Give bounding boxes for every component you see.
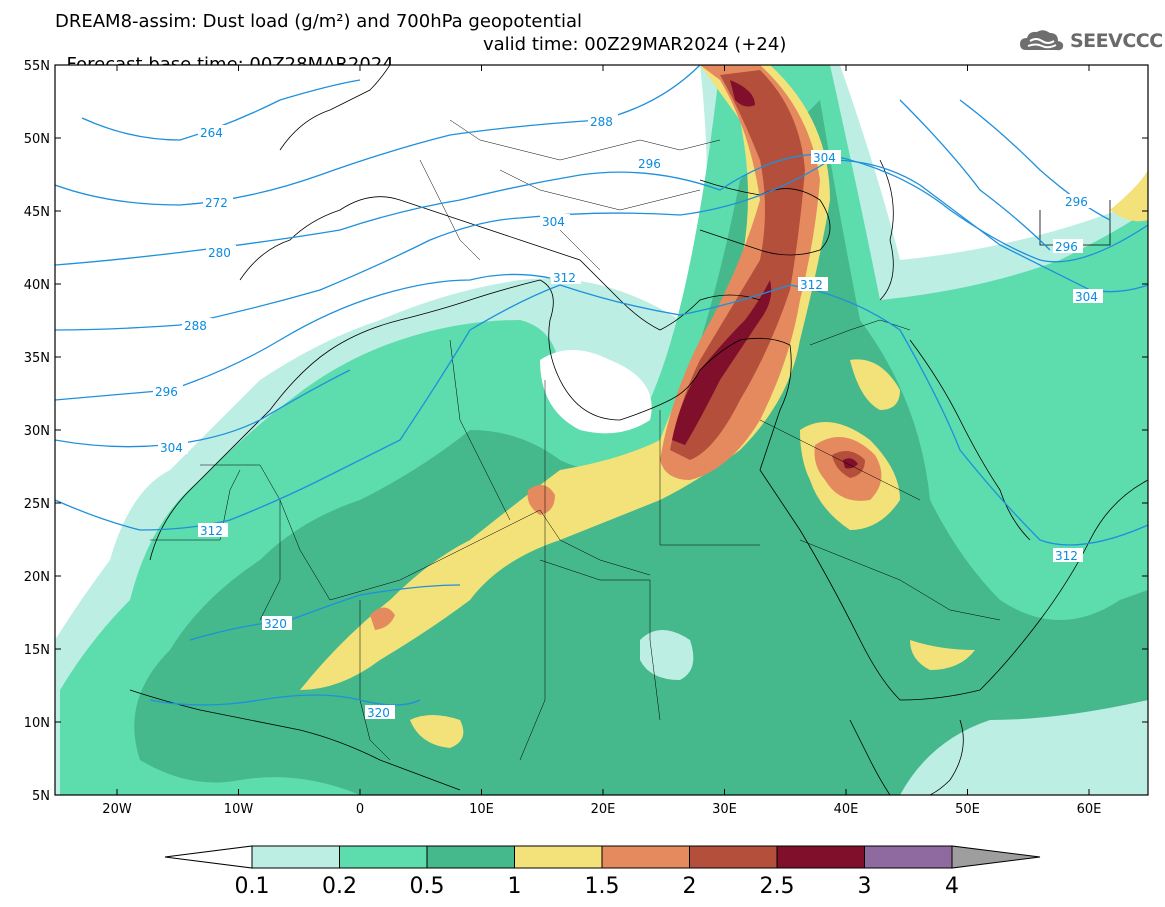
lon-tick-label: 20W [102,802,132,817]
colorbar-over-arrow [951,845,1041,869]
cloud-icon [1020,30,1064,51]
lat-tick-label: 10N [24,716,50,731]
valid-time: valid time: 00Z29MAR2024 (+24) [483,34,787,55]
colorbar-segment [864,845,953,869]
lon-tick-label: 20E [591,802,616,817]
geopotential-label: 288 [590,115,613,129]
colorbar-segment [251,845,340,869]
dust-level-1 [1110,170,1148,222]
colorbar-label: 0.1 [235,874,270,899]
geopotential-label: 296 [1065,195,1088,209]
lon-tick-label: 10E [469,802,494,817]
lat-tick-label: 30N [24,424,50,439]
colorbar-label: 4 [945,874,959,899]
colorbar-label: 3 [858,874,872,899]
geopotential-label: 296 [155,385,178,399]
lon-tick-label: 0 [356,802,364,817]
dust-shading [55,65,1148,795]
lat-tick-label: 45N [24,205,50,220]
geopotential-label: 280 [208,246,231,260]
colorbar-label: 2 [683,874,697,899]
dust-level-1 [910,640,975,670]
map-title: DREAM8-assim: Dust load (g/m²) and 700hP… [55,11,582,32]
lat-tick-label: 40N [24,278,50,293]
lat-tick-label: 25N [24,497,50,512]
dust-level-2.5 [672,280,772,445]
colorbar-segment [426,845,515,869]
country-borders [150,119,1001,761]
geopotential-label: 288 [184,319,207,333]
geopotential-label: 304 [813,151,836,165]
geopotential-label: 312 [1055,549,1078,563]
geopotential-label: 312 [553,271,576,285]
latitude-axis: 55N 50N 45N 40N 35N 30N 25N 20N 15N 10N 5N [24,59,1148,804]
colorbar-label: 0.2 [322,874,357,899]
lat-tick-label: 55N [24,59,50,74]
seevccc-logo [1020,30,1064,51]
dust-level-2.5 [730,80,755,107]
dust-level-2.5 [843,458,858,469]
colorbar-segment [514,845,603,869]
colorbar-segment [339,845,428,869]
lat-tick-label: 50N [24,132,50,147]
lon-tick-label: 50E [955,802,980,817]
colorbar-label: 1 [508,874,522,899]
dust-level-1.5 [370,607,395,630]
geopotential-label: 304 [542,215,565,229]
geopotential-label: 312 [200,524,223,538]
logo-text: SEEVCCC [1070,30,1163,52]
colorbar: 0.1 0.2 0.5 1 1.5 2 2.5 3 4 [164,845,1041,899]
lon-tick-label: 10W [224,802,254,817]
dust-level-1 [410,715,464,748]
geopotential-label: 272 [205,196,228,210]
colorbar-segment [601,845,690,869]
geopotential-label: 304 [160,441,183,455]
dust-level-2 [670,70,805,460]
lon-tick-label: 40E [834,802,859,817]
lat-tick-label: 35N [24,351,50,366]
lat-tick-label: 15N [24,643,50,658]
geopotential-label: 304 [1075,290,1098,304]
colorbar-label: 0.5 [410,874,445,899]
geopotential-label: 296 [1055,240,1078,254]
geopotential-label: 296 [638,157,661,171]
dust-level-1 [850,359,900,410]
lat-tick-label: 20N [24,570,50,585]
colorbar-segment [776,845,865,869]
geopotential-label: 320 [367,706,390,720]
geopotential-label: 320 [264,617,287,631]
longitude-axis: 20W 10W 0 10E 20E 30E 40E 50E 60E [102,65,1101,817]
geopotential-contours [55,65,1148,706]
colorbar-segment [689,845,778,869]
colorbar-label: 2.5 [760,874,795,899]
lon-tick-label: 60E [1077,802,1102,817]
colorbar-label: 1.5 [585,874,620,899]
geopotential-label: 264 [200,126,223,140]
colorbar-under-arrow [164,845,253,869]
dust-level-1.5 [527,485,555,515]
dust-free-area [540,350,652,434]
lat-tick-label: 5N [32,789,50,804]
geopotential-label-group: 264 272 280 288 296 304 312 320 288 296 … [153,114,1103,720]
geopotential-label: 312 [800,278,823,292]
lon-tick-label: 30E [712,802,737,817]
coastlines [129,65,1148,795]
